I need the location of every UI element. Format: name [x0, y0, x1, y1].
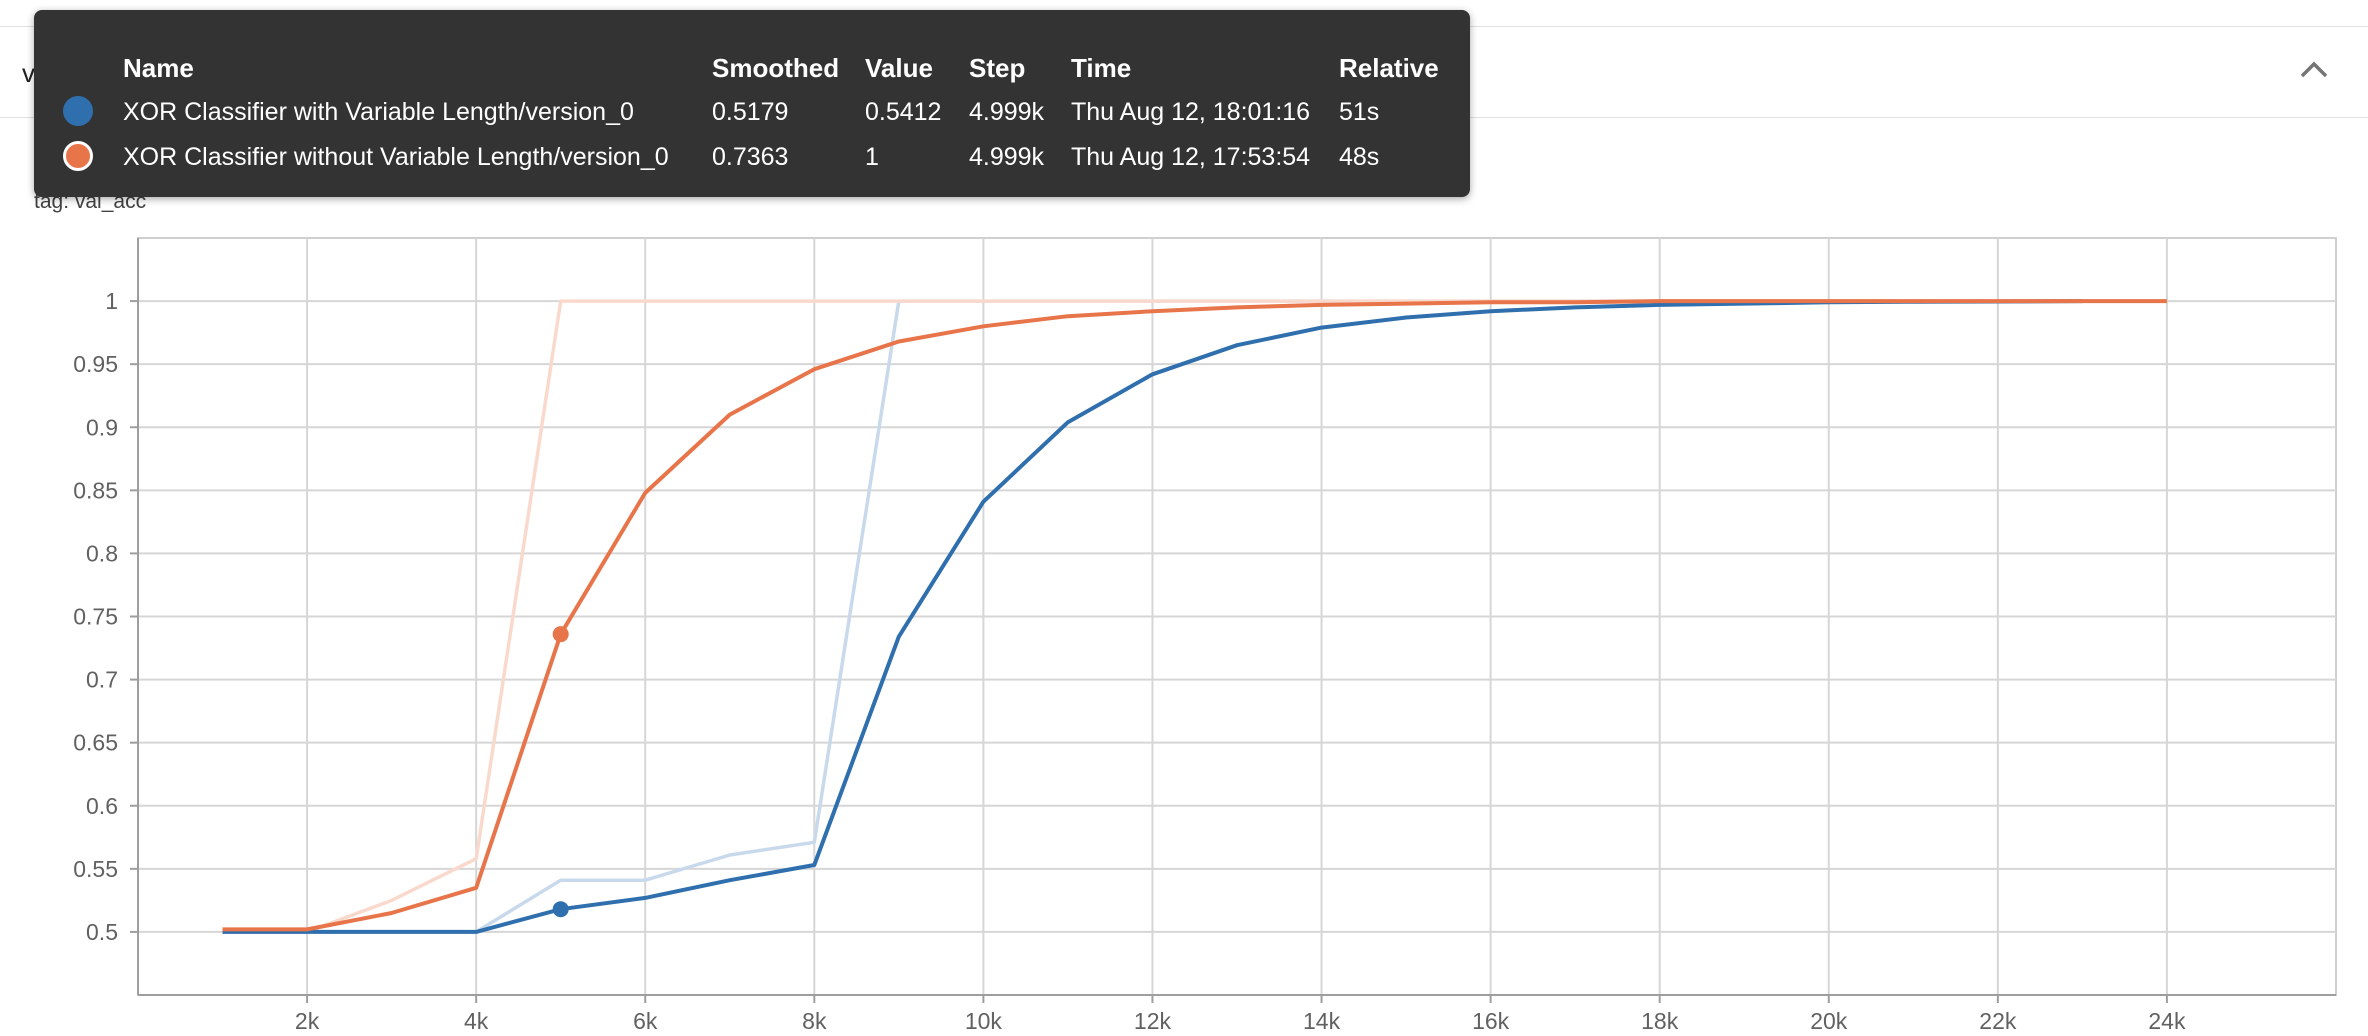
- collapse-button[interactable]: [2296, 52, 2332, 88]
- tooltip-header-smoothed: Smoothed: [712, 53, 840, 83]
- tooltip-row-time: Thu Aug 12, 17:53:54: [1071, 143, 1311, 171]
- tooltip-row-value: 1: [865, 143, 879, 171]
- x-tick-label: 20k: [1810, 1008, 1848, 1034]
- x-tick-label: 18k: [1641, 1008, 1679, 1034]
- tooltip-row-name: XOR Classifier with Variable Length/vers…: [123, 98, 634, 126]
- tooltip-row-relative: 48s: [1339, 143, 1380, 171]
- x-tick-label: 22k: [1979, 1008, 2017, 1034]
- tooltip-header-relative: Relative: [1339, 53, 1439, 83]
- x-tick-label: 4k: [464, 1008, 489, 1034]
- series-swatch-icon: [63, 141, 93, 171]
- y-tick-label: 0.7: [86, 667, 118, 693]
- x-tick-label: 12k: [1134, 1008, 1172, 1034]
- x-tick-label: 16k: [1472, 1008, 1510, 1034]
- x-tick-label: 2k: [295, 1008, 320, 1034]
- y-tick-label: 0.75: [73, 604, 118, 630]
- tooltip-row-relative: 51s: [1339, 98, 1380, 126]
- tooltip-row-smoothed: 0.7363: [712, 143, 789, 171]
- y-tick-label: 0.55: [73, 856, 118, 882]
- tooltip-row-step: 4.999k: [969, 98, 1045, 126]
- smoothed-series-line: [222, 299, 2167, 932]
- y-tick-label: 0.65: [73, 730, 118, 756]
- tooltip-header-value: Value: [865, 53, 933, 83]
- x-tick-label: 8k: [802, 1008, 827, 1034]
- hover-point: [552, 626, 569, 643]
- tooltip-header-name: Name: [123, 53, 194, 83]
- y-tick-label: 0.8: [86, 540, 118, 566]
- y-tick-label: 0.6: [86, 793, 118, 819]
- tooltip-row-time: Thu Aug 12, 18:01:16: [1071, 98, 1311, 126]
- smoothed-series-line: [222, 299, 2083, 934]
- hover-point: [552, 901, 569, 918]
- tooltip-header-row: Name Smoothed Value Step Time Relative: [34, 46, 1470, 90]
- x-tick-label: 10k: [965, 1008, 1003, 1034]
- y-tick-label: 0.95: [73, 351, 118, 377]
- y-tick-label: 0.9: [86, 414, 118, 440]
- x-tick-label: 14k: [1303, 1008, 1341, 1034]
- tooltip-row: XOR Classifier without Variable Length/v…: [34, 135, 1470, 179]
- x-tick-label: 24k: [2148, 1008, 2186, 1034]
- tooltip-row-name: XOR Classifier without Variable Length/v…: [123, 143, 669, 171]
- tooltip-header-step: Step: [969, 53, 1026, 83]
- tooltip-row: XOR Classifier with Variable Length/vers…: [34, 90, 1470, 134]
- y-tick-label: 1: [105, 288, 118, 314]
- series-swatch-icon: [63, 96, 93, 126]
- y-tick-label: 0.5: [86, 919, 118, 945]
- tooltip-row-step: 4.999k: [969, 143, 1045, 171]
- tooltip-header-time: Time: [1071, 53, 1132, 83]
- chevron-up-icon: [2300, 61, 2328, 78]
- hover-tooltip: Name Smoothed Value Step Time Relative X…: [34, 10, 1470, 197]
- y-tick-label: 0.85: [73, 477, 118, 503]
- tooltip-row-value: 0.5412: [865, 98, 942, 126]
- tooltip-row-smoothed: 0.5179: [712, 98, 789, 126]
- x-tick-label: 6k: [633, 1008, 658, 1034]
